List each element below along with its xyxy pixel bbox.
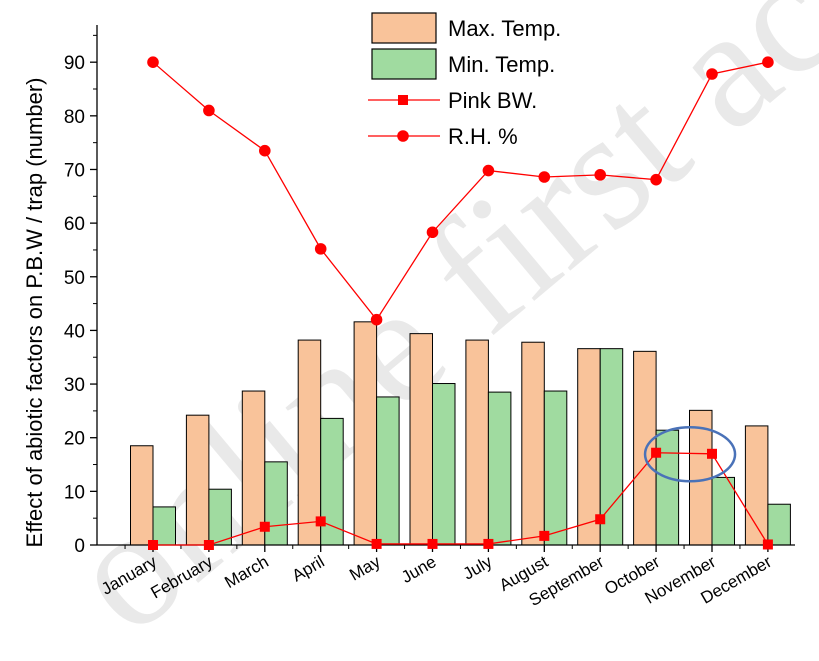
point-pink-bw-november: [707, 448, 717, 459]
y-tick-label-50: 50: [64, 268, 85, 289]
point-pink-bw-june: [427, 538, 438, 549]
bar-min-temp-march: [264, 461, 288, 546]
x-tick-label-june: June: [398, 552, 439, 587]
y-tick-label-60: 60: [64, 214, 85, 235]
legend-label-max-temp: Max. Temp.: [448, 16, 561, 41]
point-pink-bw-may: [371, 538, 382, 549]
bar-min-temp-february: [208, 488, 232, 546]
point-pink-bw-february: [203, 540, 214, 550]
point-pink-bw-april: [315, 516, 326, 527]
bar-min-temp-november: [711, 476, 735, 546]
point-pink-bw-october: [651, 447, 662, 458]
point-rh-june: [426, 226, 439, 239]
bar-max-temp-august: [521, 341, 545, 546]
bar-max-temp-january: [130, 445, 154, 546]
point-rh-august: [538, 171, 551, 183]
point-pink-bw-september: [595, 514, 606, 525]
bar-min-temp-may: [376, 396, 400, 546]
point-rh-november: [706, 68, 718, 80]
y-tick-label-90: 90: [64, 53, 85, 74]
y-axis-label: Effect of abiotic factors on P.B.W / tra…: [22, 78, 47, 548]
legend-swatch-max-temp: [371, 12, 437, 44]
point-pink-bw-december: [762, 539, 773, 550]
legend-swatch-min-temp: [371, 48, 437, 80]
legend-label-rh: R.H. %: [448, 124, 518, 149]
legend-label-min-temp: Min. Temp.: [448, 52, 555, 77]
point-rh-october: [650, 173, 662, 186]
bar-min-temp-october: [655, 429, 680, 546]
point-pink-bw-july: [483, 538, 494, 549]
point-rh-december: [762, 56, 774, 68]
y-tick-label-0: 0: [74, 536, 85, 557]
point-rh-march: [259, 144, 271, 157]
legend-label-pink-bw: Pink BW.: [448, 88, 537, 113]
point-rh-april: [314, 243, 327, 255]
x-tick-label-may: May: [346, 552, 384, 585]
point-rh-may: [370, 313, 383, 326]
line-pink-bw: [153, 452, 769, 546]
line-rh: [152, 61, 769, 321]
point-pink-bw-march: [259, 521, 270, 532]
bar-min-temp-august: [543, 390, 568, 546]
x-tick-label-july: July: [460, 552, 496, 584]
point-rh-september: [594, 169, 606, 181]
y-tick-label-70: 70: [64, 160, 85, 181]
point-pink-bw-january: [148, 540, 158, 550]
x-tick-label-april: April: [289, 552, 328, 585]
point-pink-bw-august: [539, 530, 550, 541]
bar-max-temp-february: [185, 414, 210, 546]
legend-marker-rh: [397, 130, 409, 142]
y-tick-label-30: 30: [64, 375, 85, 396]
point-rh-january: [147, 56, 159, 68]
annotation-ellipse: [643, 426, 737, 483]
point-rh-february: [203, 104, 215, 117]
bar-min-temp-december: [767, 503, 791, 546]
y-tick-label-80: 80: [64, 107, 85, 128]
bar-max-temp-june: [409, 333, 433, 546]
bar-min-temp-july: [487, 391, 512, 546]
bar-max-temp-april: [297, 339, 322, 546]
legend-marker-pink-bw: [398, 95, 408, 105]
bar-min-temp-june: [432, 383, 456, 546]
y-tick-label-20: 20: [64, 429, 85, 450]
bar-max-temp-july: [465, 339, 489, 546]
point-rh-july: [482, 164, 495, 177]
bar-min-temp-january: [152, 506, 176, 546]
bar-max-temp-may: [353, 321, 378, 546]
y-tick-label-40: 40: [64, 321, 85, 342]
y-tick-label-10: 10: [64, 482, 85, 503]
